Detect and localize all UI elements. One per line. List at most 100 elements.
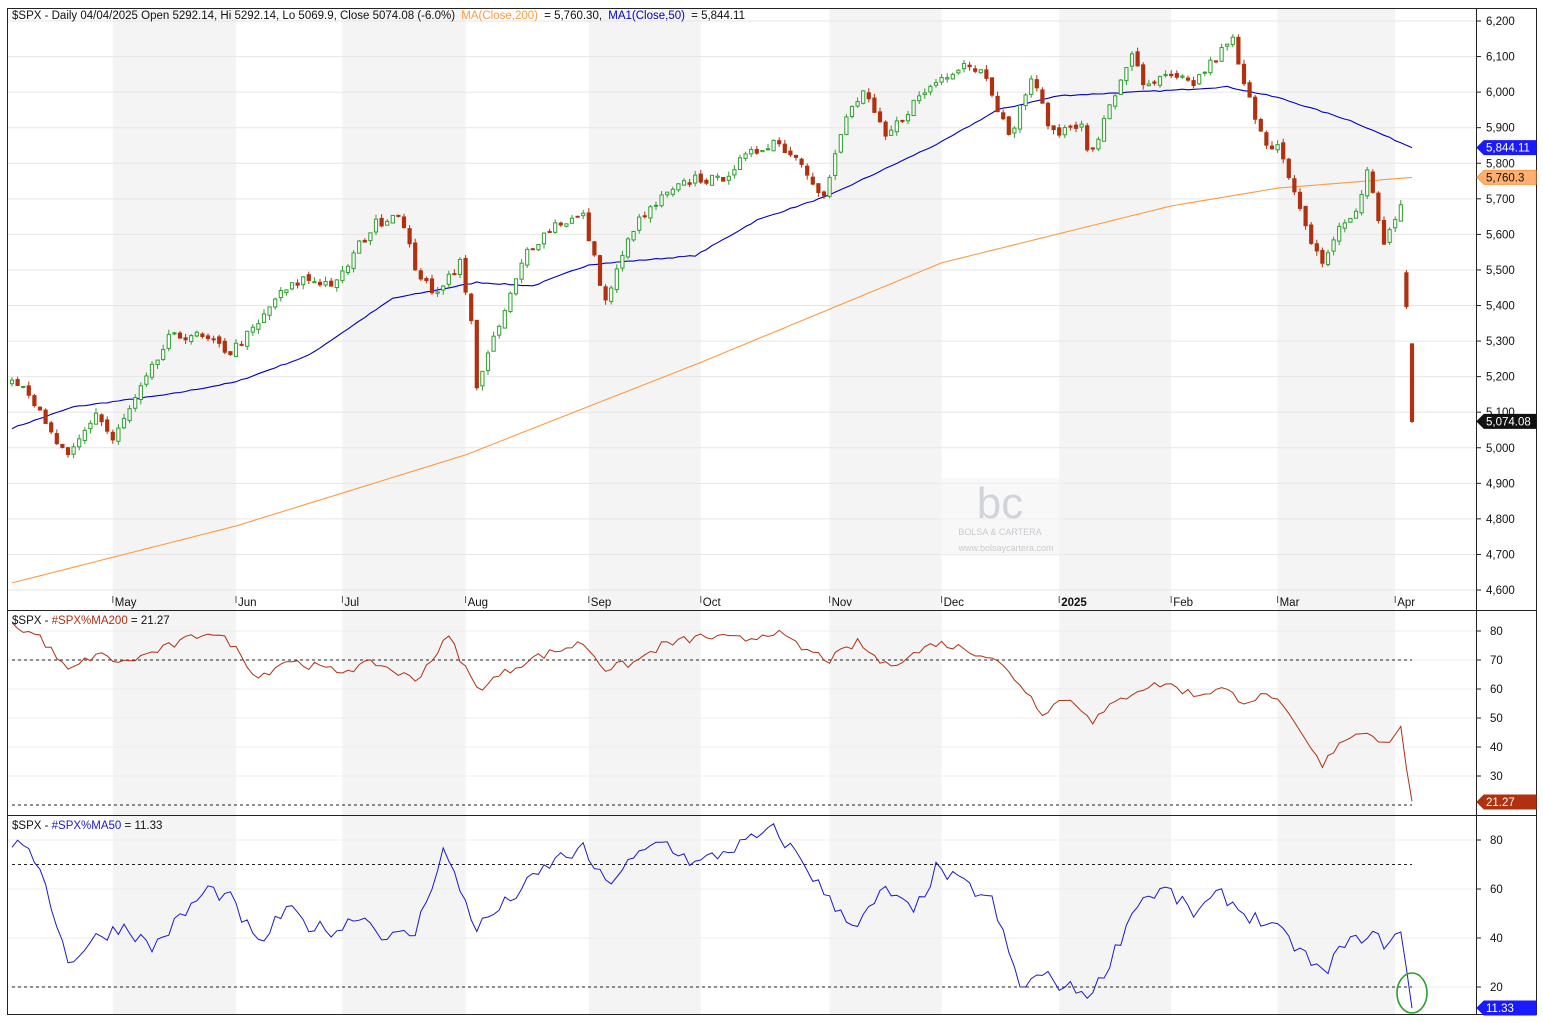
candle-body xyxy=(1012,127,1017,134)
candle-body xyxy=(709,174,715,186)
candle-body xyxy=(625,238,631,258)
candle-body xyxy=(245,330,250,347)
candle-body xyxy=(396,214,401,217)
candle-body xyxy=(743,153,748,159)
candle-body xyxy=(1045,102,1051,127)
candle-body xyxy=(452,273,457,276)
candle-body xyxy=(1303,205,1308,227)
candle-body xyxy=(508,292,513,312)
pct200-tick-label: 60 xyxy=(1490,684,1503,696)
candle-body xyxy=(110,431,115,441)
candle-body xyxy=(553,222,558,233)
candle-body xyxy=(306,274,311,281)
pct50-tick-label: 60 xyxy=(1490,884,1503,896)
candle-body xyxy=(777,140,782,145)
candle-body xyxy=(441,285,446,291)
candle-body xyxy=(950,73,955,80)
candle-body xyxy=(821,191,827,197)
watermark: bc BOLSA & CARTERA www.bolsaycartera.com xyxy=(940,478,1064,556)
candle-body xyxy=(239,343,244,346)
candle-body xyxy=(1118,79,1123,95)
candle-body xyxy=(833,153,838,176)
price-tick-label: 5,500 xyxy=(1486,265,1515,277)
candle-body xyxy=(805,165,810,176)
candle-body xyxy=(278,290,283,299)
candle-body xyxy=(1096,138,1101,150)
candle-body xyxy=(945,77,950,80)
candle-body xyxy=(1001,112,1006,120)
month-label: May xyxy=(115,597,137,609)
candle-body xyxy=(1325,252,1331,266)
pct200-tick-label: 30 xyxy=(1490,771,1503,783)
candle-body xyxy=(1174,73,1179,78)
candle-body xyxy=(939,77,944,83)
candle-body xyxy=(301,276,306,286)
candle-body xyxy=(177,332,183,339)
candle-body xyxy=(1213,60,1219,63)
candle-body xyxy=(861,90,866,104)
candle-body xyxy=(1057,127,1062,136)
candle-body xyxy=(1079,123,1084,128)
outer-frame xyxy=(7,8,1537,1015)
candle-body xyxy=(1101,118,1107,142)
candle-body xyxy=(967,64,972,68)
candle-body xyxy=(961,62,967,70)
candle-body xyxy=(1219,47,1224,62)
candle-body xyxy=(877,111,883,123)
candle-body xyxy=(564,223,569,227)
header-ma50-label: MA1(Close,50) xyxy=(608,10,685,22)
candle-body xyxy=(547,231,552,234)
candle-body xyxy=(642,215,647,218)
tag-ma50: 5,844.11 xyxy=(1476,140,1537,156)
candle-body xyxy=(765,148,771,151)
candle-body xyxy=(872,97,877,113)
candle-body xyxy=(485,352,491,372)
candle-body xyxy=(933,82,939,86)
candle-body xyxy=(1236,36,1241,65)
candle-body xyxy=(121,418,127,429)
candle-body xyxy=(15,379,20,386)
grid-lines xyxy=(8,20,1476,988)
candle-body xyxy=(345,265,351,274)
pct50-tick-label: 20 xyxy=(1490,982,1503,994)
candle-body xyxy=(200,333,205,337)
ma200-line xyxy=(11,176,1413,584)
candle-body xyxy=(1051,125,1056,131)
tag-pct50-text: 11.33 xyxy=(1486,1003,1514,1015)
candle-body xyxy=(1034,79,1039,89)
candle-body xyxy=(329,280,334,287)
tag-ma200: 5,760.3 xyxy=(1476,169,1537,185)
candle-body xyxy=(665,191,670,196)
candle-body xyxy=(1230,36,1235,46)
candle-body xyxy=(771,139,776,152)
candle-body xyxy=(71,446,76,455)
candle-body xyxy=(1124,67,1129,82)
watermark-box xyxy=(940,478,1064,556)
candle-body xyxy=(631,230,636,241)
candle-body xyxy=(233,342,239,358)
candle-body xyxy=(368,232,373,242)
candle-body xyxy=(26,385,31,396)
candle-body xyxy=(340,270,345,282)
month-label: Dec xyxy=(944,597,965,609)
candle-body xyxy=(838,134,843,153)
candle-body xyxy=(603,286,608,301)
candle-body xyxy=(1152,81,1157,84)
candle-body xyxy=(788,150,793,156)
candle-body xyxy=(1387,229,1392,243)
candle-body xyxy=(575,215,580,218)
watermark-line1: BOLSA & CARTERA xyxy=(958,527,1041,537)
candle-body xyxy=(1376,192,1381,222)
candle-body xyxy=(457,258,463,275)
candle-body xyxy=(413,242,418,271)
pct50-tick-label: 80 xyxy=(1490,835,1503,847)
month-band xyxy=(1277,9,1396,1014)
candle-body xyxy=(1365,169,1370,197)
candle-body xyxy=(687,182,692,185)
candle-body xyxy=(530,248,535,251)
candle-body xyxy=(586,212,591,242)
candle-body xyxy=(648,206,653,219)
price-tick-label: 6,100 xyxy=(1486,52,1515,64)
candle-body xyxy=(1073,124,1079,129)
pct-ma50-line xyxy=(11,823,1413,1009)
